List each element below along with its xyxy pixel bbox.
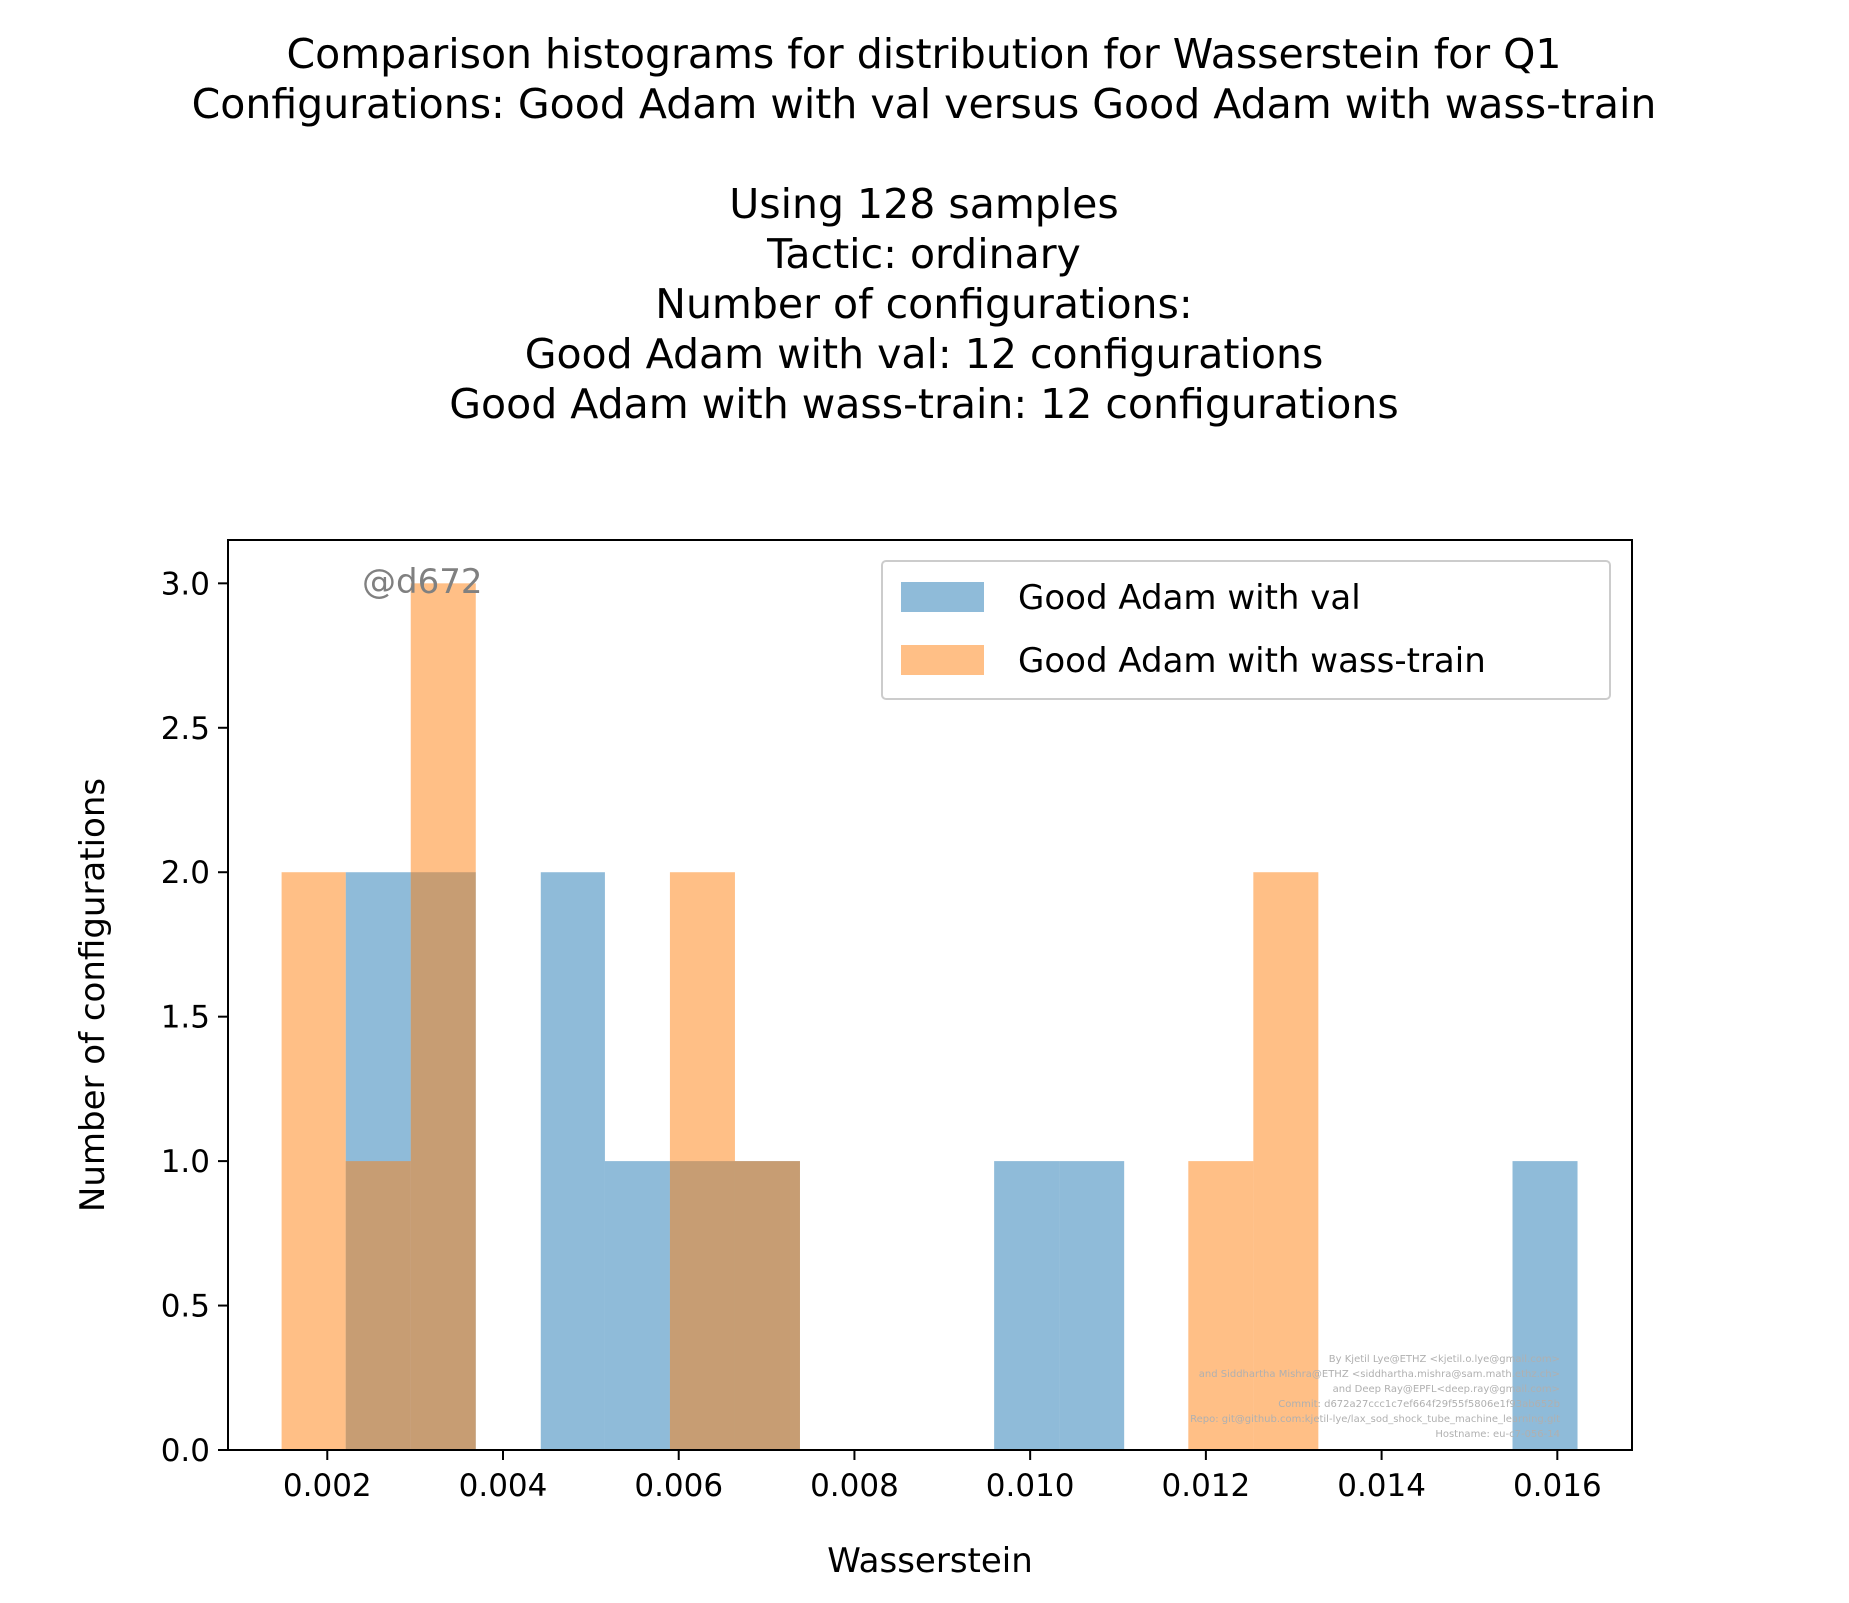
legend-swatch-wass-train [901,645,984,675]
bar-series-1-bin-7 [994,1161,1060,1450]
legend-swatch-val [901,582,984,612]
x-axis-label: Wasserstein [827,1541,1033,1581]
y-tick-label: 2.0 [161,855,210,891]
bar-series-1-bin-9 [1512,1161,1578,1450]
x-tick-label: 0.014 [1337,1468,1426,1504]
x-tick-label: 0.012 [1162,1468,1251,1504]
y-tick-label: 1.0 [161,1144,210,1180]
title-line-1: Comparison histograms for distribution f… [287,30,1562,78]
histogram-bars [281,583,1578,1450]
plot-area: 0.002 0.004 0.006 0.008 0.010 0.012 0.014 0.016… [161,539,1633,1504]
legend: Good Adam with val Good Adam with wass-t… [881,560,1611,700]
title-line-4: Using 128 samples [729,180,1119,228]
x-tick-label: 0.010 [986,1468,1075,1504]
bar-series-2-bin-6 [1188,1161,1254,1450]
title-line-5: Tactic: ordinary [766,230,1081,278]
bar-series-2-bin-2 [345,1161,411,1450]
legend-label-val: Good Adam with val [1018,578,1361,618]
credit-line-1: By Kjetil Lye@ETHZ <kjetil.o.lye@gmail.c… [1329,1354,1560,1365]
bar-series-2-bin-3 [410,583,476,1450]
credit-line-6: Hostname: eu-c7-056-14 [1435,1429,1560,1440]
legend-box [881,560,1611,700]
bar-series-2-bin-5 [734,1161,800,1450]
x-tick-label: 0.004 [459,1468,548,1504]
credit-line-4: Commit: d672a27ccc1c7ef664f29f55f5806e1f… [1278,1399,1560,1410]
bar-series-1-bin-4 [604,1161,670,1450]
chart-title: Comparison histograms for distribution f… [192,30,1657,428]
x-tick-label: 0.016 [1513,1468,1602,1504]
x-tick-label: 0.008 [810,1468,899,1504]
y-axis-label: Number of configurations [73,778,113,1212]
title-line-6: Number of configurations: [655,280,1192,328]
legend-label-wass-train: Good Adam with wass-train [1018,641,1486,681]
x-tick-label: 0.002 [283,1468,372,1504]
y-axis-ticks: 0.0 0.5 1.0 1.5 2.0 2.5 3.0 [161,566,228,1469]
y-tick-label: 2.5 [161,711,210,747]
watermark-label: @d672 [362,562,482,602]
axes-frame [227,539,1633,1451]
bar-series-1-bin-3 [540,872,605,1450]
credit-line-3: and Deep Ray@EPFL<deep.ray@gmail.com> [1333,1384,1560,1395]
x-tick-label: 0.006 [634,1468,723,1504]
bar-series-2-bin-1 [281,872,346,1450]
y-tick-label: 0.5 [161,1289,210,1325]
credits-text: By Kjetil Lye@ETHZ <kjetil.o.lye@gmail.c… [1190,1354,1560,1440]
title-line-8: Good Adam with wass-train: 12 configurat… [449,380,1398,428]
credit-line-2: and Siddhartha Mishra@ETHZ <siddhartha.m… [1199,1369,1560,1380]
bar-series-1-bin-8 [1059,1161,1125,1450]
y-tick-label: 1.5 [161,1000,210,1036]
x-axis-ticks: 0.002 0.004 0.006 0.008 0.010 0.012 0.014 0.016 [283,1450,1602,1504]
title-line-7: Good Adam with val: 12 configurations [525,330,1324,378]
bar-series-2-bin-4 [669,872,735,1450]
credit-line-5: Repo: git@github.com:kjetil-lye/lax_sod_… [1190,1414,1560,1425]
bar-series-2-bin-7 [1253,872,1319,1450]
y-tick-label: 3.0 [161,566,210,602]
title-line-2: Configurations: Good Adam with val versu… [192,80,1657,128]
y-tick-label: 0.0 [161,1433,210,1469]
